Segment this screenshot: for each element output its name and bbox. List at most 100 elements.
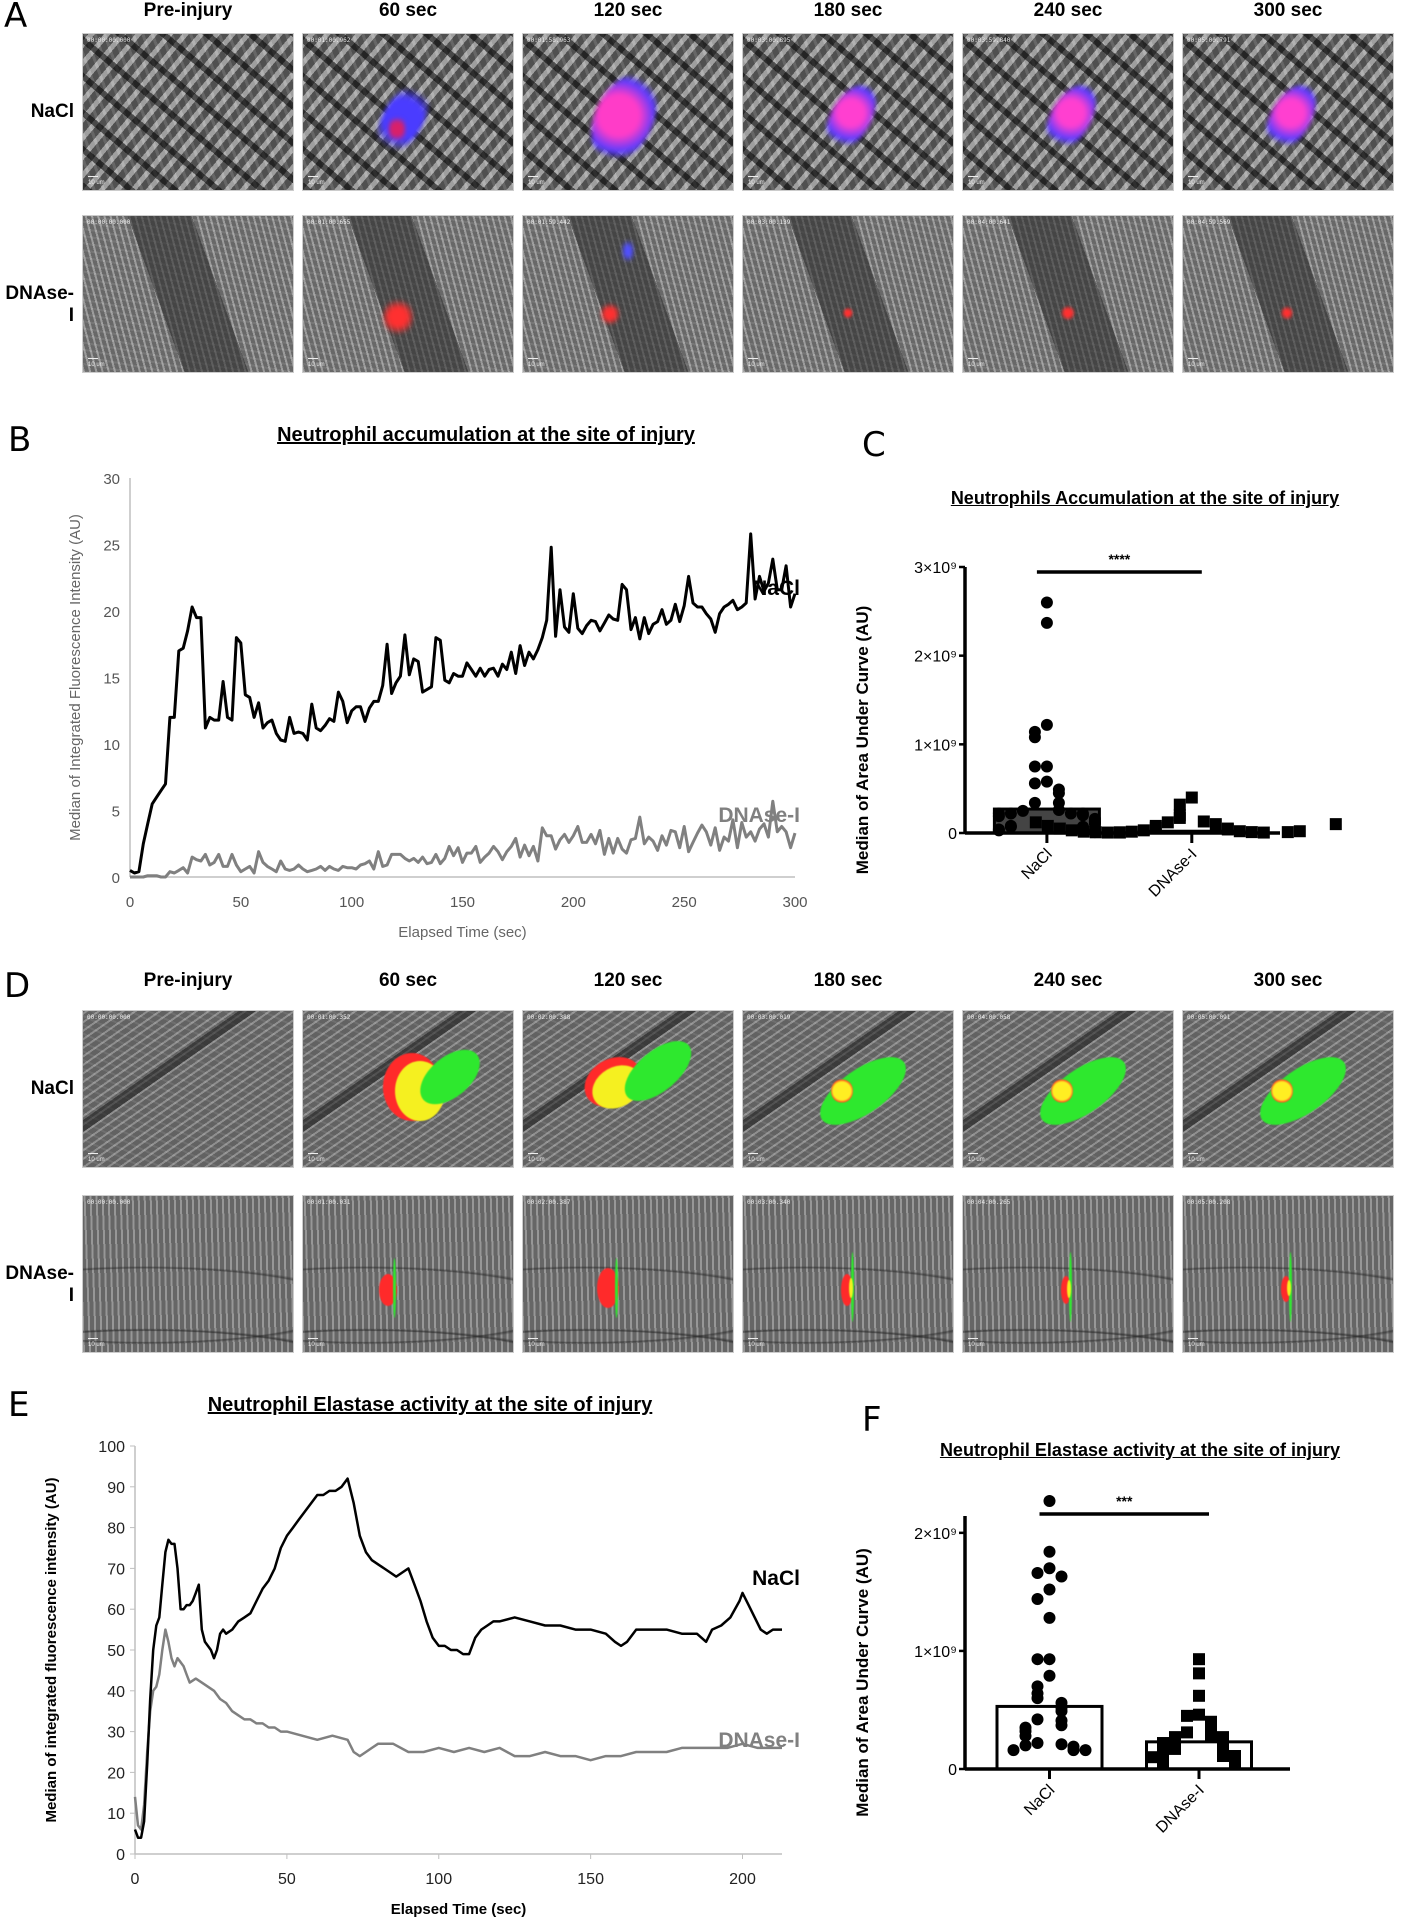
series-label: DNAse-I bbox=[718, 804, 800, 827]
scale-bar-label: 10 um bbox=[528, 180, 545, 186]
data-point bbox=[1205, 1715, 1217, 1728]
x-tick-label: NaCl bbox=[1021, 1782, 1058, 1819]
microscopy-image: 00:03:00.340 10 um bbox=[742, 1195, 954, 1353]
scale-bar-label: 10 um bbox=[748, 1342, 765, 1348]
x-tick-label: 300 bbox=[782, 894, 807, 911]
data-point bbox=[1031, 1653, 1044, 1666]
fluorescence-signal bbox=[1061, 1276, 1071, 1304]
data-point bbox=[1257, 826, 1270, 839]
scale-bar bbox=[528, 176, 538, 177]
data-point bbox=[1043, 1494, 1056, 1507]
y-tick-label: 0 bbox=[948, 1762, 957, 1779]
y-tick-label: 10 bbox=[107, 1806, 125, 1823]
data-point bbox=[1040, 760, 1053, 773]
data-point bbox=[1245, 826, 1258, 839]
data-point bbox=[1281, 826, 1294, 839]
scale-bar-label: 10 um bbox=[528, 362, 545, 368]
fluorescence-signal bbox=[1271, 1079, 1293, 1103]
y-tick-label: 60 bbox=[107, 1602, 125, 1619]
data-point bbox=[1031, 1692, 1044, 1705]
timestamp: 00:02:00.387 bbox=[527, 1199, 571, 1206]
data-point bbox=[1040, 718, 1053, 731]
scale-bar bbox=[1188, 1153, 1198, 1154]
scale-bar-label: 10 um bbox=[528, 1157, 545, 1163]
data-point bbox=[1004, 820, 1017, 833]
timestamp: 00:03:00.895 bbox=[747, 37, 791, 44]
y-tick-label: 0 bbox=[116, 1847, 125, 1864]
microscopy-image: 00:01:58.963 10 um bbox=[522, 33, 734, 191]
timestamp: 00:01:00.352 bbox=[307, 1014, 351, 1021]
x-tick-label: DNAse-I bbox=[1146, 846, 1201, 901]
fluorescence-signal bbox=[578, 64, 670, 172]
panel-label-c: C bbox=[862, 425, 886, 465]
fluorescence-signal bbox=[1256, 76, 1326, 158]
row-header: NaCl bbox=[30, 1078, 74, 1099]
microscopy-image: 00:01:00.031 10 um bbox=[302, 1195, 514, 1353]
column-header: 180 sec bbox=[813, 970, 883, 991]
timestamp: 00:04:00.058 bbox=[967, 1014, 1011, 1021]
x-tick-label: NaCl bbox=[1019, 846, 1056, 883]
microscopy-image: 00:04:00.265 10 um bbox=[962, 1195, 1174, 1353]
data-point bbox=[1028, 796, 1041, 809]
microscopy-image: 00:04:00.058 10 um bbox=[962, 1010, 1174, 1168]
chart-c-title: Neutrophils Accumulation at the site of … bbox=[950, 488, 1340, 508]
column-header: 120 sec bbox=[593, 970, 663, 991]
data-point bbox=[1028, 777, 1041, 790]
data-point bbox=[1031, 1737, 1044, 1750]
data-point bbox=[1205, 1729, 1217, 1742]
data-point bbox=[1169, 1742, 1181, 1755]
scale-bar bbox=[88, 1338, 98, 1339]
column-header: 300 sec bbox=[1253, 0, 1323, 21]
scale-bar bbox=[1188, 1338, 1198, 1339]
y-tick-label: 1×10⁹ bbox=[914, 1644, 957, 1661]
series-label: DNAse-I bbox=[718, 1729, 800, 1752]
y-tick-label: 25 bbox=[103, 538, 120, 555]
y-tick-label: 0 bbox=[112, 870, 120, 887]
scale-bar-label: 10 um bbox=[748, 362, 765, 368]
scale-bar bbox=[528, 1153, 538, 1154]
scale-bar-label: 10 um bbox=[88, 1157, 105, 1163]
timestamp: 00:04:00.641 bbox=[967, 219, 1011, 226]
panel-label-e: E bbox=[8, 1385, 30, 1425]
scale-bar bbox=[1188, 358, 1198, 359]
x-tick-label: 200 bbox=[561, 894, 586, 911]
panel-label-b: B bbox=[8, 420, 32, 460]
timestamp: 00:00:00.000 bbox=[87, 219, 131, 226]
data-point bbox=[1125, 825, 1138, 838]
data-point bbox=[1149, 821, 1162, 834]
microscopy-image: 00:05:00.791 10 um bbox=[1182, 33, 1394, 191]
fluorescence-signal bbox=[1051, 1079, 1073, 1103]
data-point bbox=[1019, 1739, 1032, 1752]
fluorescence-signal bbox=[1287, 1280, 1291, 1296]
microscopy-image: 00:03:00.895 10 um bbox=[742, 33, 954, 191]
median-bar bbox=[995, 1704, 1104, 1771]
data-point bbox=[1157, 1740, 1169, 1753]
scale-bar bbox=[748, 1338, 758, 1339]
data-point bbox=[1043, 1611, 1056, 1624]
fluorescence-signal bbox=[816, 76, 886, 158]
scale-bar-label: 10 um bbox=[308, 1157, 325, 1163]
data-point bbox=[1181, 1709, 1193, 1722]
fluorescence-signal bbox=[1061, 304, 1075, 322]
timestamp: 00:01:00.655 bbox=[307, 219, 351, 226]
x-tick-label: 0 bbox=[131, 1871, 140, 1888]
timestamp: 00:02:00.388 bbox=[527, 1014, 571, 1021]
data-point bbox=[1052, 787, 1065, 800]
data-point bbox=[1077, 825, 1090, 838]
y-tick-label: 15 bbox=[103, 671, 120, 688]
y-axis-label: Median of Area Under Curve (AU) bbox=[853, 606, 872, 875]
y-tick-label: 3×10⁹ bbox=[914, 560, 957, 577]
microscopy-image: 00:03:00.019 10 um bbox=[742, 1010, 954, 1168]
y-tick-label: 50 bbox=[107, 1643, 125, 1660]
data-point bbox=[1217, 1750, 1229, 1763]
y-tick-label: 100 bbox=[98, 1439, 125, 1456]
x-tick-label: 50 bbox=[278, 1871, 296, 1888]
data-point bbox=[1193, 1653, 1205, 1666]
data-point bbox=[1031, 1713, 1044, 1726]
scale-bar-label: 10 um bbox=[968, 1157, 985, 1163]
data-point bbox=[1209, 818, 1222, 831]
data-point bbox=[1169, 1731, 1181, 1744]
y-tick-label: 40 bbox=[107, 1684, 125, 1701]
scale-bar-label: 10 um bbox=[748, 180, 765, 186]
